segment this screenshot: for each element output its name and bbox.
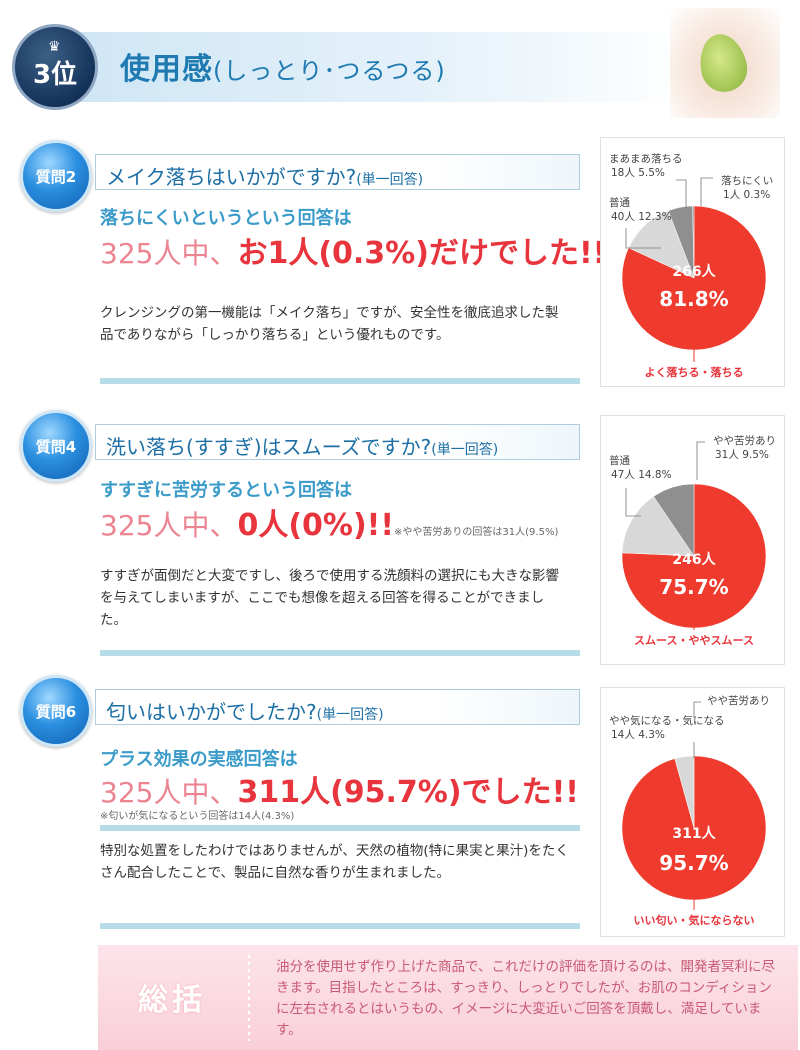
- pie-slice-label: まあまあ落ちる: [609, 153, 683, 165]
- pie-slice-label: やや苦労あり: [707, 694, 770, 707]
- section-body: クレンジングの第一機能は「メイク落ち」ですが、安全性を徹底追求した製品でありなが…: [100, 305, 559, 343]
- pie-count-label: 246人: [672, 551, 716, 568]
- question-box: 匂いはいかがでしたか?(単一回答): [95, 689, 580, 725]
- question-label: メイク落ちはいかがですか?: [106, 165, 357, 189]
- leader-line: [625, 488, 641, 517]
- pie-count-label: 311人: [672, 825, 716, 842]
- answer-result-prefix: 325人中、: [100, 509, 238, 542]
- answer-result: 325人中、311人(95.7%)でした!!: [100, 767, 579, 811]
- section-divider: [100, 923, 580, 929]
- question-note: (単一回答): [356, 172, 424, 188]
- pie-slice-label: スムース・ややスムース: [634, 634, 754, 647]
- answer-result-prefix: 325人中、: [100, 776, 238, 809]
- section-divider: [100, 825, 580, 831]
- section-body: 特別な処置をしたわけではありませんが、天然の植物(特に果実と果汁)をたくさん配合…: [100, 843, 569, 881]
- leaf-icon: [694, 29, 752, 97]
- question-badge: 質問2: [20, 140, 92, 212]
- pie-chart: 246人 75.7% スムース・ややスムース 普通 47人 14.8% やや苦労あり 31人…: [609, 434, 776, 647]
- question-label: 匂いはいかがでしたか?: [106, 700, 317, 724]
- leader-line: [693, 701, 701, 718]
- question-note: (単一回答): [431, 442, 499, 458]
- leader-line: [676, 179, 687, 208]
- summary-box: 総括 油分を使用せず作り上げた商品で、これだけの評価を頂けるのは、開発者冥利に尽…: [98, 945, 798, 1050]
- pie-chart-box: 311人 95.7% いい匂い・気にならない やや気になる・気になる 14人 4.3% や…: [600, 687, 785, 937]
- pie-slice: [692, 205, 695, 279]
- question-badge: 質問4: [20, 410, 92, 482]
- section-divider: [100, 650, 580, 656]
- pie-slice: [653, 483, 695, 557]
- question-label: 洗い落ち(すすぎ)はスムーズですか?: [106, 435, 432, 459]
- answer-result-prefix: 325人中、: [100, 237, 238, 270]
- section-divider: [100, 378, 580, 384]
- question-text: 匂いはいかがでしたか?(単一回答): [106, 696, 384, 725]
- pie-chart: 311人 95.7% いい匂い・気にならない やや気になる・気になる 14人 4.3% や…: [609, 694, 770, 927]
- rank-text: 3位: [32, 59, 78, 90]
- pie-slice-label: 普通: [609, 196, 630, 209]
- answer-result-main: 0人(0%)!!: [237, 508, 395, 543]
- answer-result-note: ※やや苦労ありの回答は31人(9.5%): [394, 527, 559, 538]
- pie-count-label: 266人: [672, 263, 716, 280]
- pie-chart: 266人 81.8% よく落ちる・落ちる 普通 40人 12.3% まあまあ落ちる 18人 …: [609, 153, 773, 379]
- leader-line: [696, 441, 705, 480]
- rank-badge: ♛ 3位: [12, 24, 98, 110]
- answer-result: 325人中、0人(0%)!!※やや苦労ありの回答は31人(9.5%): [100, 500, 558, 544]
- pie-slice-label: やや気になる・気になる: [609, 714, 725, 727]
- summary-text: 油分を使用せず作り上げた商品で、これだけの評価を頂けるのは、開発者冥利に尽きます…: [276, 959, 775, 1038]
- pie-percent-label: 95.7%: [659, 851, 728, 875]
- question-note: (単一回答): [316, 707, 384, 723]
- answer-lead: 落ちにくいというという回答は: [100, 208, 352, 229]
- pie-slice-value-label: 14人 4.3%: [611, 729, 665, 741]
- pie-slice-value-label: 1人 0.3%: [723, 189, 770, 201]
- pie-slice-value-label: 47人 14.8%: [611, 469, 672, 481]
- question-text: メイク落ちはいかがですか?(単一回答): [106, 161, 423, 190]
- answer-lead: プラス効果の実感回答は: [100, 749, 298, 770]
- question-box: 洗い落ち(すすぎ)はスムーズですか?(単一回答): [95, 424, 580, 460]
- pie-slice-label: いい匂い・気にならない: [634, 913, 755, 927]
- pie-percent-label: 81.8%: [659, 287, 728, 311]
- leader-line: [625, 228, 661, 249]
- question-text: 洗い落ち(すすぎ)はスムーズですか?(単一回答): [106, 431, 498, 460]
- question-badge: 質問6: [20, 675, 92, 747]
- pie-slice-label: やや苦労あり: [713, 434, 776, 447]
- answer-result: 325人中、お1人(0.3%)だけでした!!: [100, 228, 606, 272]
- answer-result-main: お1人(0.3%)だけでした!!: [237, 236, 607, 271]
- page-title-main: 使用感: [120, 52, 213, 87]
- pie-slice-value-label: 31人 9.5%: [715, 449, 769, 461]
- page-title: 使用感(しっとり･つるつる): [120, 44, 446, 88]
- summary-divider: [248, 955, 250, 1041]
- leader-line: [700, 177, 713, 206]
- pie-slice-value-label: 40人 12.3%: [611, 211, 672, 223]
- crown-icon: ♛: [48, 39, 61, 55]
- pie-slice-value-label: 18人 5.5%: [611, 167, 665, 179]
- header: ♛ 3位 使用感(しっとり･つるつる): [0, 0, 800, 118]
- pie-percent-label: 75.7%: [659, 575, 728, 599]
- answer-lead: すすぎに苦労するという回答は: [100, 480, 352, 501]
- header-band: [70, 32, 690, 102]
- pie-chart-box: 246人 75.7% スムース・ややスムース 普通 47人 14.8% やや苦労あり 31人…: [600, 415, 785, 665]
- pie-slice-label: 普通: [609, 454, 630, 467]
- pie-slice: [621, 496, 695, 557]
- pie-slice-label: 落ちにくい: [721, 175, 773, 187]
- pie-chart-box: 266人 81.8% よく落ちる・落ちる 普通 40人 12.3% まあまあ落ちる 18人 …: [600, 137, 785, 387]
- answer-result-main: 311人(95.7%)でした!!: [237, 775, 579, 810]
- question-box: メイク落ちはいかがですか?(単一回答): [95, 154, 580, 190]
- summary-title: 総括: [138, 983, 206, 1018]
- hands-leaf-photo: [670, 8, 780, 118]
- page-title-sub: (しっとり･つるつる): [213, 57, 446, 85]
- answer-result-note: ※匂いが気になるという回答は14人(4.3%): [100, 811, 295, 822]
- section-body: すすぎが面倒だと大変ですし、後ろで使用する洗顔料の選択にも大きな影響を与えてしま…: [100, 568, 559, 628]
- pie-slice-label: よく落ちる・落ちる: [645, 365, 744, 379]
